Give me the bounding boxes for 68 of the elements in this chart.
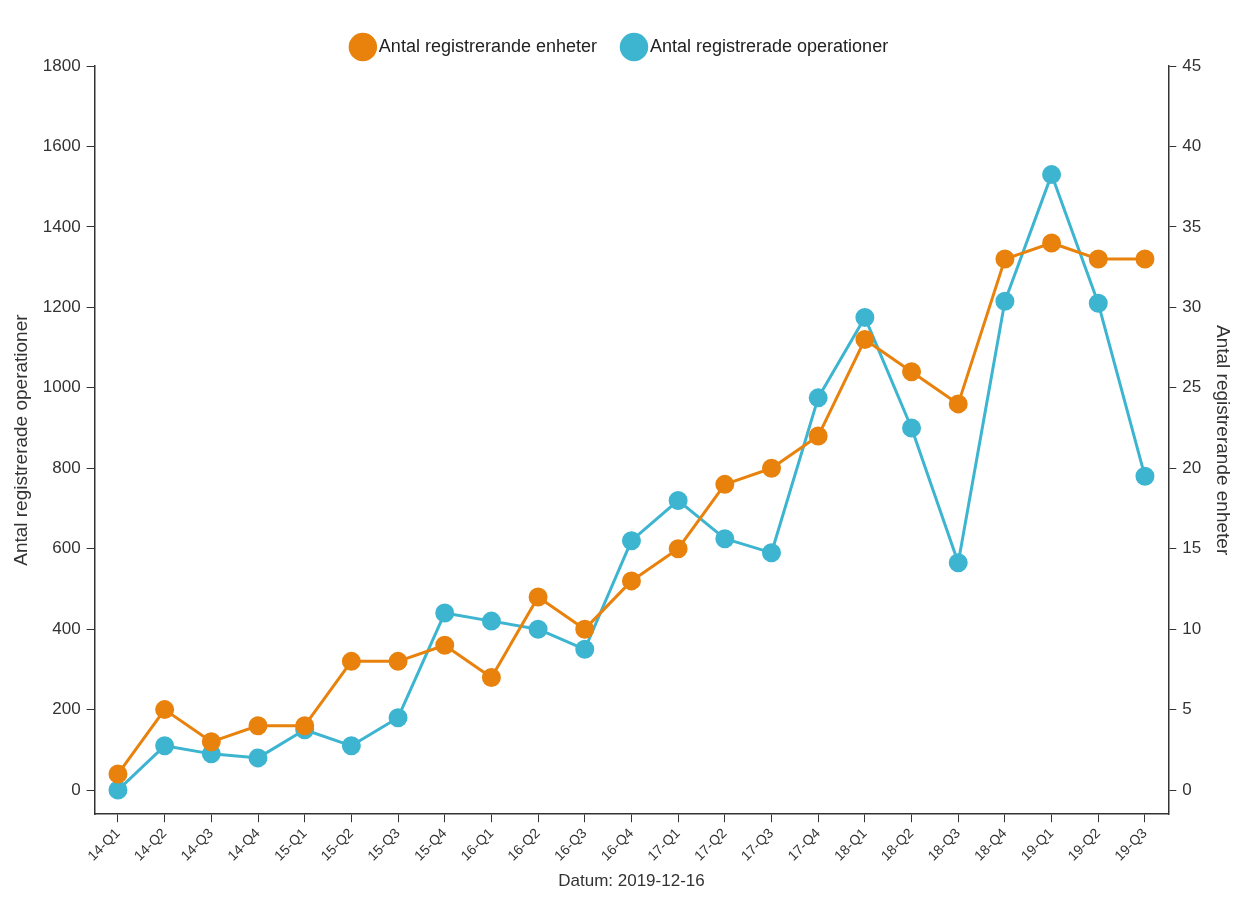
y-axis-title: Antal registrerade operationer [9,313,31,566]
y-tick-label: 1200 [42,297,81,317]
point [108,780,128,800]
point [528,619,548,639]
point [762,543,781,563]
point [341,736,361,756]
y-tick-label: 400 [52,618,81,638]
y2-tick-label: 30 [1182,297,1202,317]
legend-label: Antal registrerade operationer [650,35,889,56]
point [1135,466,1155,486]
y2-tick-label: 35 [1182,216,1202,236]
point [808,426,828,446]
y-tick-label: 1600 [42,136,81,156]
point [1088,293,1108,313]
y2-tick-label: 20 [1182,457,1202,477]
y-tick-label: 1400 [42,216,81,236]
y-tick-label: 1800 [42,55,81,75]
y-tick-label: 600 [52,538,81,558]
point [995,291,1015,311]
y2-tick-label: 0 [1182,779,1192,799]
point [435,635,455,655]
point [1135,249,1155,269]
y2-tick-label: 40 [1182,136,1202,156]
point [1088,249,1108,269]
y2-tick-label: 15 [1182,538,1202,558]
point [481,611,501,631]
point [808,388,828,408]
point [855,330,875,350]
point [528,587,548,607]
point [575,619,595,639]
point [855,307,875,327]
point [902,362,922,382]
point [155,736,175,756]
y-tick-label: 200 [52,699,81,719]
point [388,708,408,728]
point [1042,165,1062,185]
y-tick-label: 1000 [42,377,81,397]
point [155,700,175,720]
point [575,639,595,659]
point [248,716,268,736]
point [621,531,641,551]
point [715,474,735,494]
point [715,529,735,549]
point [948,553,968,573]
y-tick-label: 800 [52,457,81,477]
point [948,394,968,414]
point [668,539,688,559]
point [341,651,361,671]
point [902,418,922,438]
y2-tick-label: 25 [1182,377,1202,397]
point [621,571,641,591]
legend-label: Antal registrerande enheter [378,35,597,56]
point [668,490,688,510]
x-axis-title: Datum: 2019-12-16 [558,871,705,891]
point [995,249,1015,269]
y-tick-label: 0 [71,779,81,799]
point [762,458,781,478]
point [1042,233,1062,253]
point [481,667,501,687]
point [388,651,408,671]
point [435,603,455,623]
y2-axis-title: Antal registrerande enheter [1213,324,1235,556]
y2-tick-label: 45 [1182,55,1202,75]
point [248,748,268,768]
y2-tick-label: 10 [1182,618,1202,638]
y2-tick-label: 5 [1182,699,1192,719]
point [201,732,221,752]
point [108,764,128,784]
